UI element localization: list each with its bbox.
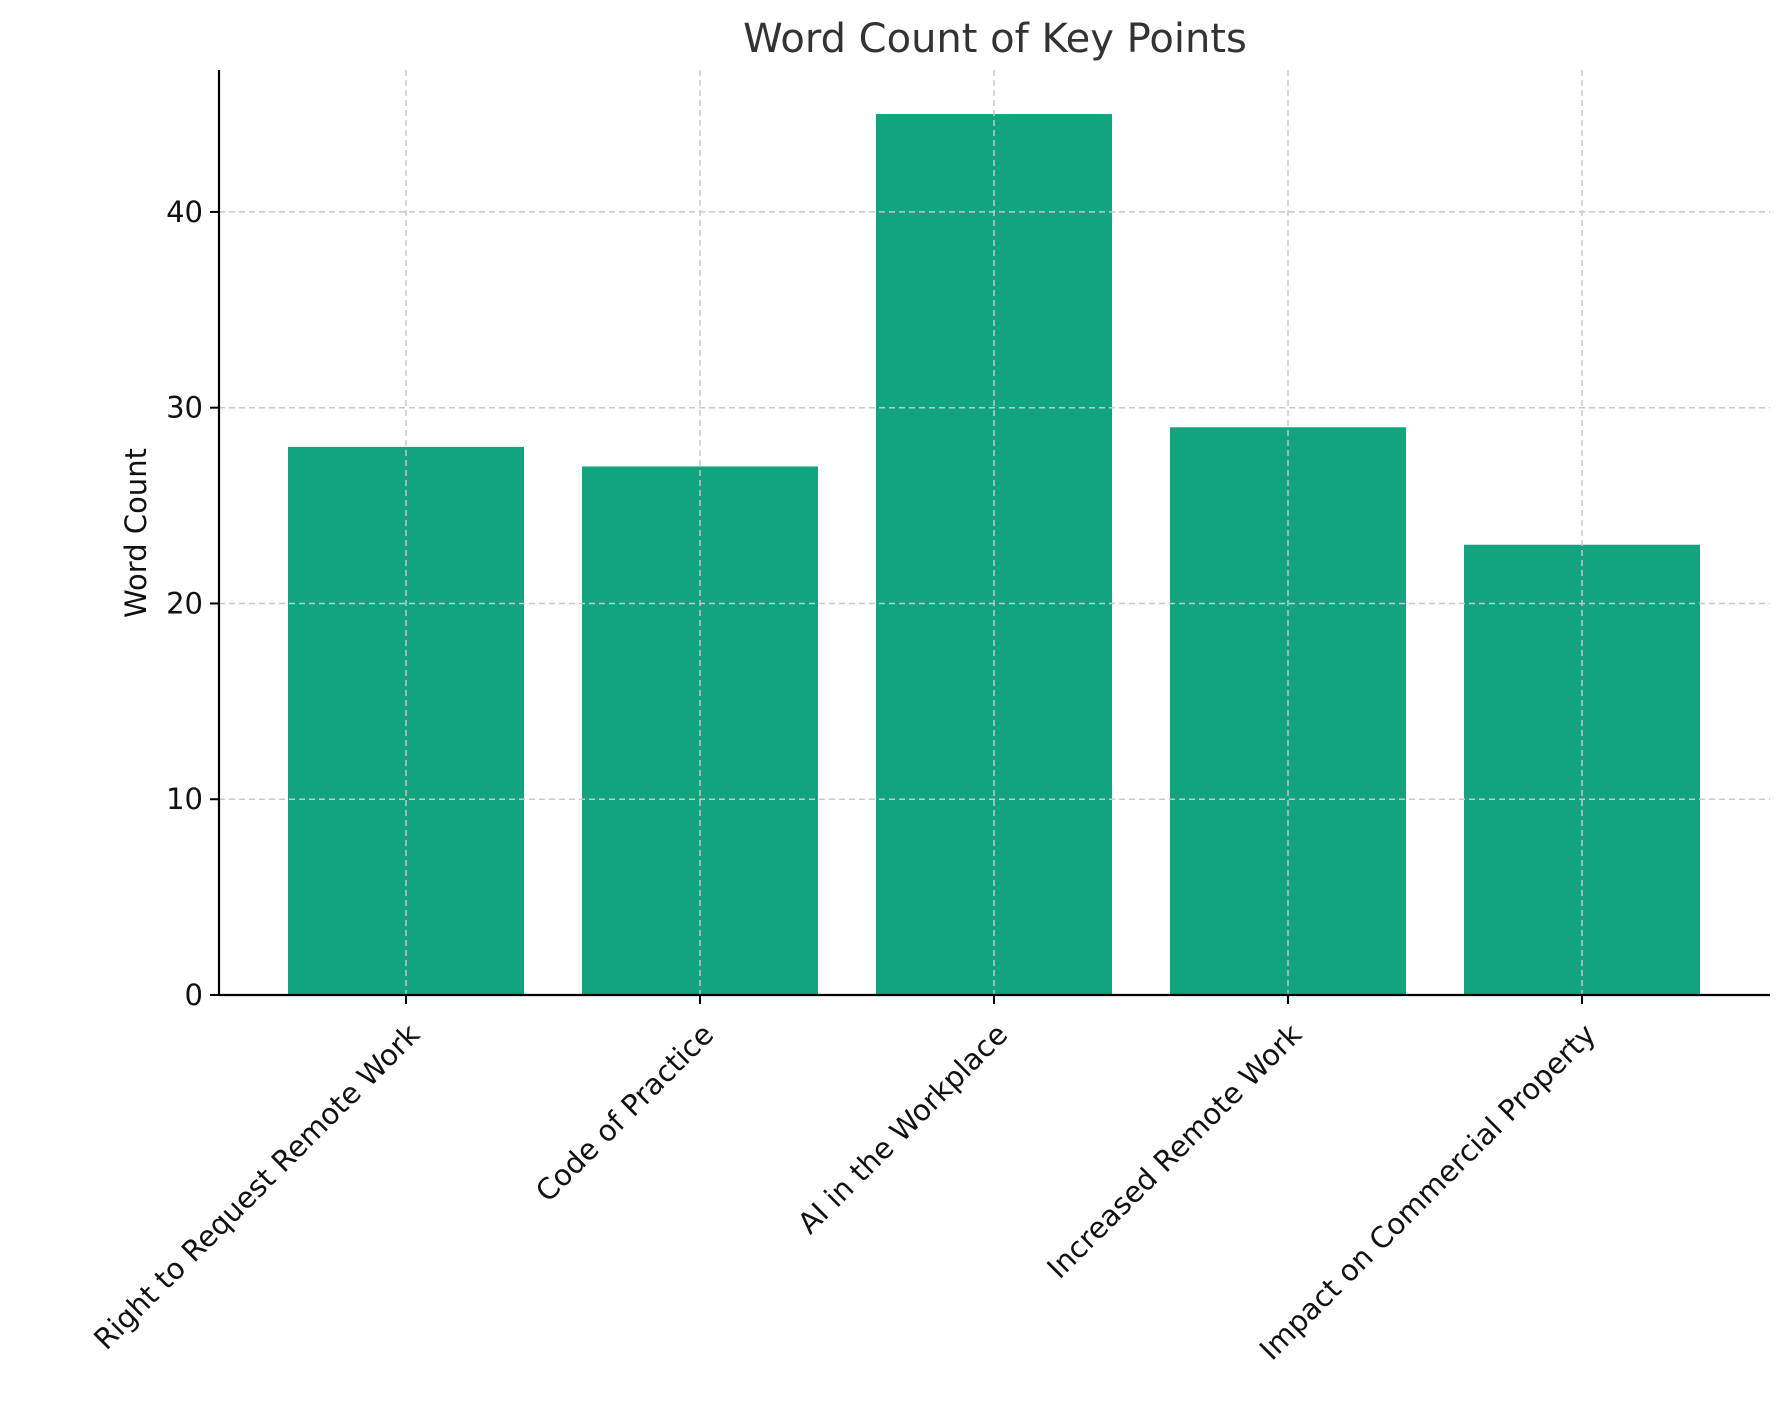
y-tick-label: 0 — [185, 978, 203, 1012]
x-tick-label: Increased Remote Work — [1040, 1017, 1308, 1285]
x-tick-label: Impact on Commercial Property — [1253, 1017, 1602, 1366]
y-tick-label: 10 — [166, 782, 203, 816]
x-tick-label: Code of Practice — [529, 1017, 720, 1208]
chart-title: Word Count of Key Points — [743, 16, 1247, 62]
x-tick-label: Right to Request Remote Work — [87, 1017, 426, 1356]
bar — [1464, 544, 1700, 995]
y-axis-label: Word Count — [119, 448, 153, 618]
y-axis-ticks: 0 10 20 30 40 — [166, 195, 219, 1012]
y-tick-label: 40 — [166, 195, 203, 229]
x-axis-ticks: Right to Request Remote Work Code of Prac… — [87, 995, 1602, 1367]
y-tick-label: 20 — [166, 586, 203, 620]
y-tick-label: 30 — [166, 391, 203, 425]
grid-lines — [219, 70, 1770, 996]
x-tick-label: AI in the Workplace — [791, 1017, 1014, 1240]
